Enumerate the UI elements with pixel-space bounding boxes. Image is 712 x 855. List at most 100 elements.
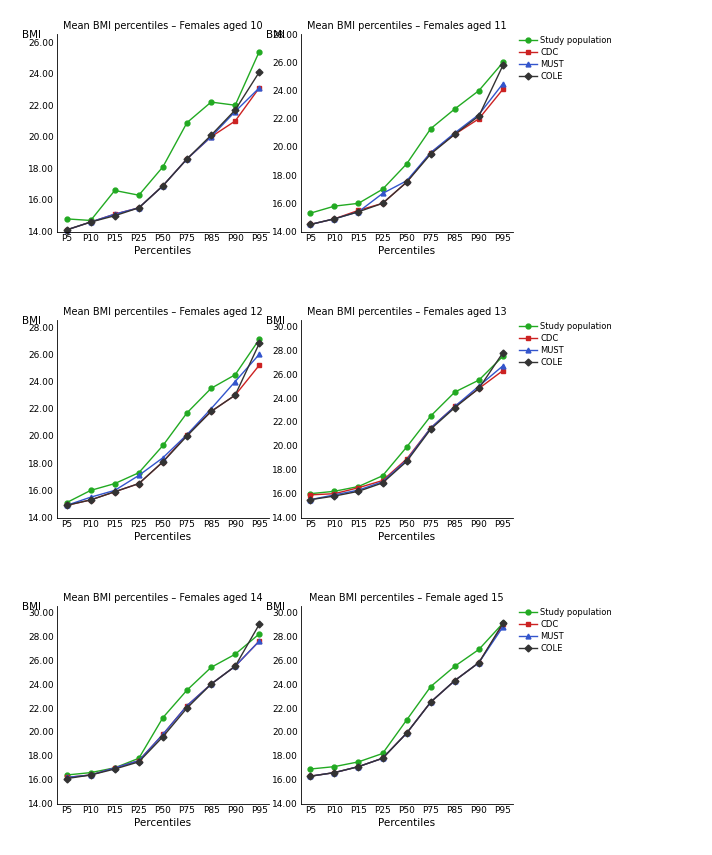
COLE xyxy=(402,457,411,467)
MUST xyxy=(426,147,435,157)
CDC xyxy=(330,488,339,498)
MUST xyxy=(231,661,239,671)
MUST xyxy=(330,768,339,778)
Study population xyxy=(402,715,411,725)
MUST xyxy=(159,180,167,191)
COLE xyxy=(86,217,95,227)
COLE xyxy=(378,478,387,488)
Study population xyxy=(231,100,239,110)
CDC xyxy=(135,756,143,766)
Study population xyxy=(255,628,263,639)
Line: Study population: Study population xyxy=(64,337,262,505)
MUST xyxy=(355,762,363,772)
Study population xyxy=(63,770,71,780)
COLE xyxy=(255,619,263,629)
CDC xyxy=(402,177,411,187)
Study population xyxy=(135,468,143,478)
MUST xyxy=(255,636,263,646)
Y-axis label: BMI: BMI xyxy=(266,316,285,327)
COLE xyxy=(306,494,315,504)
Study population xyxy=(206,383,215,393)
Line: CDC: CDC xyxy=(308,369,506,498)
Study population xyxy=(135,190,143,200)
COLE xyxy=(426,424,435,434)
CDC xyxy=(451,129,459,139)
Line: CDC: CDC xyxy=(308,86,506,227)
CDC xyxy=(231,116,239,127)
Line: COLE: COLE xyxy=(64,69,262,233)
Study population xyxy=(183,117,192,127)
CDC xyxy=(475,114,483,124)
MUST xyxy=(63,772,71,782)
Line: MUST: MUST xyxy=(64,352,262,508)
CDC xyxy=(255,83,263,93)
COLE xyxy=(426,149,435,159)
CDC xyxy=(206,406,215,416)
COLE xyxy=(426,697,435,707)
COLE xyxy=(206,406,215,416)
Study population xyxy=(255,46,263,56)
CDC xyxy=(110,486,119,497)
Study population xyxy=(86,215,95,226)
CDC xyxy=(330,214,339,224)
Study population xyxy=(451,661,459,671)
COLE xyxy=(159,457,167,467)
MUST xyxy=(378,476,387,486)
Line: CDC: CDC xyxy=(308,622,506,779)
CDC xyxy=(306,771,315,781)
COLE xyxy=(183,431,192,441)
Legend: Study population, CDC, MUST, COLE: Study population, CDC, MUST, COLE xyxy=(517,321,614,369)
CDC xyxy=(63,772,71,782)
COLE xyxy=(231,390,239,400)
CDC xyxy=(402,728,411,738)
Legend: Study population, CDC, MUST, COLE: Study population, CDC, MUST, COLE xyxy=(517,606,614,654)
Y-axis label: BMI: BMI xyxy=(22,30,41,40)
MUST xyxy=(63,500,71,510)
Study population xyxy=(475,86,483,96)
CDC xyxy=(206,132,215,142)
CDC xyxy=(355,205,363,215)
Line: Study population: Study population xyxy=(64,632,262,777)
Study population xyxy=(498,618,507,628)
Study population xyxy=(355,198,363,209)
MUST xyxy=(426,697,435,707)
Study population xyxy=(183,685,192,695)
Study population xyxy=(355,757,363,767)
COLE xyxy=(355,762,363,772)
COLE xyxy=(231,105,239,115)
CDC xyxy=(426,147,435,157)
MUST xyxy=(255,349,263,359)
CDC xyxy=(498,619,507,629)
Study population xyxy=(378,184,387,194)
MUST xyxy=(183,700,192,711)
Study population xyxy=(378,470,387,481)
CDC xyxy=(306,220,315,230)
CDC xyxy=(498,365,507,375)
CDC xyxy=(255,636,263,646)
CDC xyxy=(135,479,143,489)
CDC xyxy=(135,203,143,213)
Study population xyxy=(402,442,411,452)
X-axis label: Percentiles: Percentiles xyxy=(378,818,435,828)
MUST xyxy=(402,728,411,738)
COLE xyxy=(206,130,215,140)
MUST xyxy=(451,401,459,411)
CDC xyxy=(255,360,263,370)
Study population xyxy=(231,649,239,659)
X-axis label: Percentiles: Percentiles xyxy=(135,532,192,542)
Study population xyxy=(231,369,239,380)
MUST xyxy=(378,188,387,198)
COLE xyxy=(498,60,507,70)
COLE xyxy=(378,198,387,209)
COLE xyxy=(255,339,263,349)
Study population xyxy=(475,375,483,386)
MUST xyxy=(206,132,215,142)
Study population xyxy=(498,351,507,362)
Y-axis label: BMI: BMI xyxy=(266,603,285,612)
CDC xyxy=(110,209,119,219)
Study population xyxy=(475,645,483,655)
X-axis label: Percentiles: Percentiles xyxy=(135,246,192,256)
Title: Mean BMI percentiles – Females aged 12: Mean BMI percentiles – Females aged 12 xyxy=(63,307,263,316)
MUST xyxy=(306,220,315,230)
CDC xyxy=(110,763,119,773)
